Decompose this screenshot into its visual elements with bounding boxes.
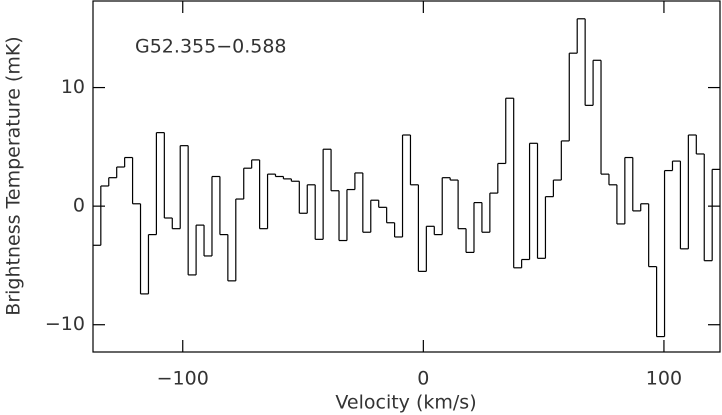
- annotation: G52.355−0.588: [135, 36, 287, 58]
- y-tick-label: 10: [61, 76, 85, 98]
- x-tick-label: −100: [157, 368, 209, 390]
- y-tick-label: −10: [45, 313, 85, 335]
- x-tick-label: 100: [646, 368, 682, 390]
- y-tick-label: 0: [73, 195, 85, 217]
- x-tick-label: 0: [417, 368, 429, 390]
- x-axis-label: Velocity (km/s): [335, 392, 476, 414]
- plot-frame: [92, 0, 721, 353]
- y-axis-label: Brightness Temperature (mK): [3, 36, 25, 315]
